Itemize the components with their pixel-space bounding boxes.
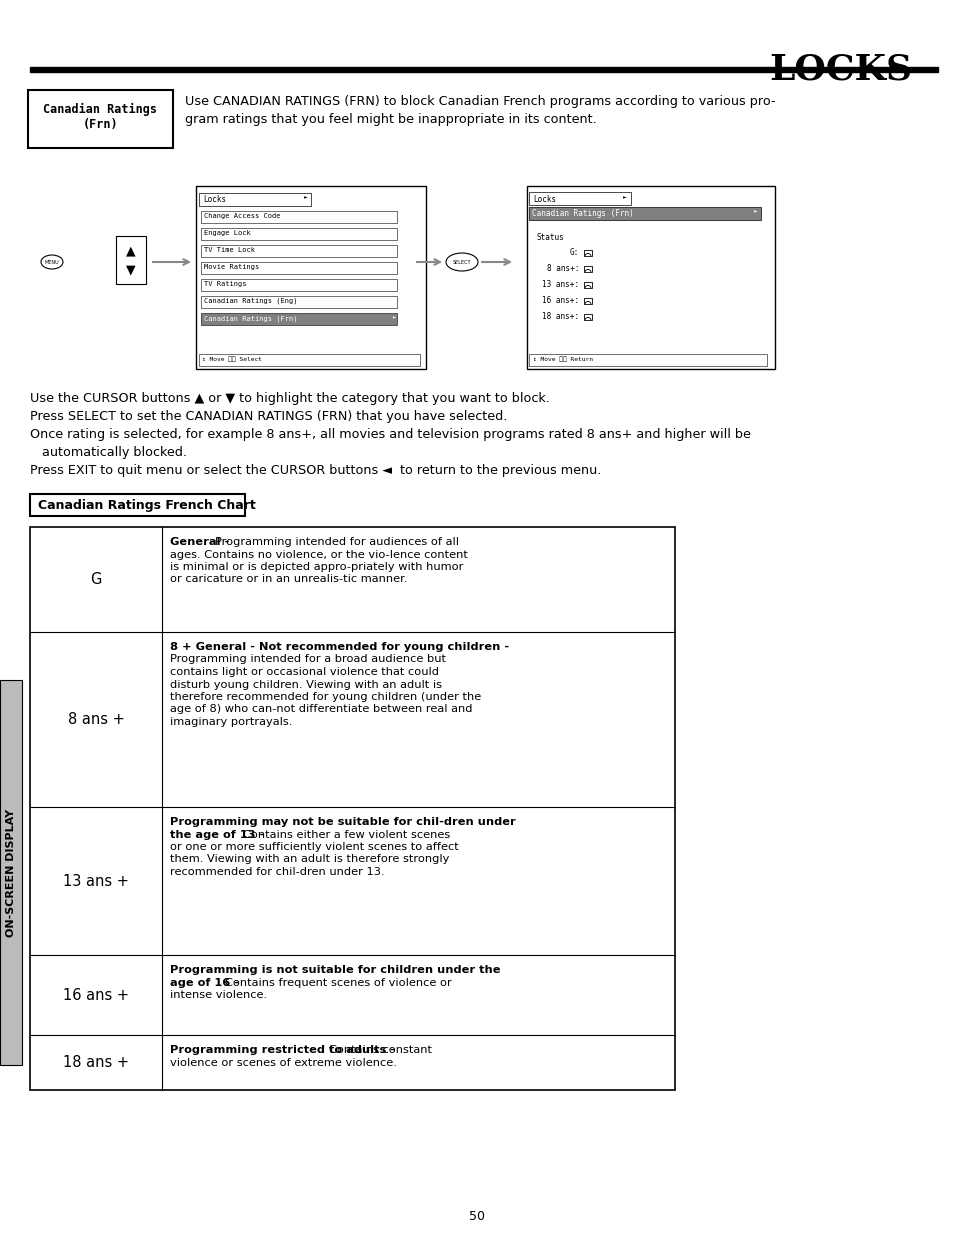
Text: Once rating is selected, for example 8 ans+, all movies and television programs : Once rating is selected, for example 8 a…: [30, 429, 750, 441]
Text: ages. Contains no violence, or the vio-lence content: ages. Contains no violence, or the vio-l…: [170, 550, 467, 559]
Text: G:: G:: [569, 248, 578, 257]
Bar: [583, 298, 592, 304]
Bar: [583, 266, 592, 272]
Bar: [201, 312, 396, 325]
Bar: [30, 494, 245, 516]
Text: Use the CURSOR buttons ▲ or ▼ to highlight the category that you want to block.: Use the CURSOR buttons ▲ or ▼ to highlig…: [30, 391, 549, 405]
Text: 8 ans+:: 8 ans+:: [546, 264, 578, 273]
Text: Locks: Locks: [533, 195, 556, 204]
Text: Contains either a few violent scenes: Contains either a few violent scenes: [243, 830, 450, 840]
Text: imaginary portrayals.: imaginary portrayals.: [170, 718, 292, 727]
Text: Canadian Ratings French Chart: Canadian Ratings French Chart: [38, 499, 255, 513]
Bar: [195, 186, 426, 369]
Text: Press SELECT to set the CANADIAN RATINGS (FRN) that you have selected.: Press SELECT to set the CANADIAN RATINGS…: [30, 410, 507, 424]
Text: is minimal or is depicted appro-priately with humor: is minimal or is depicted appro-priately…: [170, 562, 463, 572]
Bar: [28, 90, 172, 148]
Bar: [583, 314, 592, 320]
Text: ▼: ▼: [126, 263, 135, 277]
Bar: [201, 245, 396, 257]
Text: Canadian Ratings
(Frn): Canadian Ratings (Frn): [44, 103, 157, 131]
Text: Canadian Ratings (Eng): Canadian Ratings (Eng): [204, 298, 297, 305]
Text: Use CANADIAN RATINGS (FRN) to block Canadian French programs according to variou: Use CANADIAN RATINGS (FRN) to block Cana…: [185, 95, 775, 107]
Text: Programming restricted to adults -: Programming restricted to adults -: [170, 1045, 398, 1055]
Text: violence or scenes of extreme violence.: violence or scenes of extreme violence.: [170, 1057, 396, 1067]
Bar: [526, 186, 774, 369]
Text: ►: ►: [304, 195, 308, 200]
Text: TV Time Lock: TV Time Lock: [204, 247, 254, 253]
Text: ON-SCREEN DISPLAY: ON-SCREEN DISPLAY: [6, 809, 16, 936]
Ellipse shape: [41, 254, 63, 269]
Text: disturb young children. Viewing with an adult is: disturb young children. Viewing with an …: [170, 679, 441, 689]
Bar: [199, 193, 311, 206]
Bar: [201, 228, 396, 240]
Text: Canadian Ratings (Frn): Canadian Ratings (Frn): [204, 315, 297, 321]
Text: LOCKS: LOCKS: [768, 52, 911, 86]
Bar: [30, 527, 675, 1091]
Text: Programming intended for audiences of all: Programming intended for audiences of al…: [215, 537, 459, 547]
Text: 16 ans+:: 16 ans+:: [541, 296, 578, 305]
Bar: [583, 249, 592, 256]
Bar: [583, 282, 592, 288]
Bar: [0, 680, 22, 1065]
Bar: [201, 296, 396, 308]
Text: Contains frequent scenes of violence or: Contains frequent scenes of violence or: [224, 977, 451, 988]
Text: age of 16 -: age of 16 -: [170, 977, 243, 988]
Bar: [199, 354, 419, 366]
Text: 18 ans+:: 18 ans+:: [541, 312, 578, 321]
Text: Status: Status: [537, 233, 564, 242]
Text: automatically blocked.: automatically blocked.: [38, 446, 187, 459]
Bar: [30, 67, 937, 72]
Text: contains light or occasional violence that could: contains light or occasional violence th…: [170, 667, 438, 677]
Ellipse shape: [446, 253, 477, 270]
Text: Contains constant: Contains constant: [329, 1045, 432, 1055]
Text: the age of 13 -: the age of 13 -: [170, 830, 268, 840]
Bar: [201, 211, 396, 224]
Text: ↕ Move ⓈⓉ Return: ↕ Move ⓈⓉ Return: [533, 356, 593, 362]
Text: Press EXIT to quit menu or select the CURSOR buttons ◄  to return to the previou: Press EXIT to quit menu or select the CU…: [30, 464, 600, 477]
Text: ↕ Move ⓈⓉ Select: ↕ Move ⓈⓉ Select: [202, 356, 262, 362]
Text: Programming is not suitable for children under the: Programming is not suitable for children…: [170, 965, 500, 974]
Text: recommended for chil-dren under 13.: recommended for chil-dren under 13.: [170, 867, 384, 877]
Text: SELECT: SELECT: [453, 259, 471, 264]
Bar: [529, 354, 766, 366]
Text: ►: ►: [753, 209, 757, 214]
Text: 13 ans +: 13 ans +: [63, 873, 129, 888]
Text: Movie Ratings: Movie Ratings: [204, 264, 259, 270]
Text: or one or more sufficiently violent scenes to affect: or one or more sufficiently violent scen…: [170, 842, 458, 852]
Text: age of 8) who can-not differentiate between real and: age of 8) who can-not differentiate betw…: [170, 704, 472, 715]
Text: 16 ans +: 16 ans +: [63, 988, 129, 1003]
Text: 18 ans +: 18 ans +: [63, 1055, 129, 1070]
Text: 8 + General - Not recommended for young children -: 8 + General - Not recommended for young …: [170, 642, 509, 652]
Text: them. Viewing with an adult is therefore strongly: them. Viewing with an adult is therefore…: [170, 855, 449, 864]
Bar: [201, 279, 396, 291]
Text: General -: General -: [170, 537, 233, 547]
Text: Change Access Code: Change Access Code: [204, 212, 280, 219]
Bar: [201, 262, 396, 274]
Bar: [529, 191, 630, 205]
Text: Locks: Locks: [203, 195, 226, 204]
Text: ▲: ▲: [126, 245, 135, 258]
Text: MENU: MENU: [45, 259, 59, 264]
Text: TV Ratings: TV Ratings: [204, 282, 246, 287]
Text: therefore recommended for young children (under the: therefore recommended for young children…: [170, 692, 480, 701]
Text: 8 ans +: 8 ans +: [68, 713, 124, 727]
Text: gram ratings that you feel might be inappropriate in its content.: gram ratings that you feel might be inap…: [185, 112, 597, 126]
Text: G: G: [91, 572, 102, 587]
Text: intense violence.: intense violence.: [170, 990, 267, 1000]
Text: Programming intended for a broad audience but: Programming intended for a broad audienc…: [170, 655, 446, 664]
Text: Canadian Ratings (Frn): Canadian Ratings (Frn): [532, 209, 633, 219]
Text: Engage Lock: Engage Lock: [204, 230, 251, 236]
Text: ►: ►: [393, 315, 395, 320]
Bar: [529, 207, 760, 220]
Text: Programming may not be suitable for chil-dren under: Programming may not be suitable for chil…: [170, 818, 516, 827]
Text: 13 ans+:: 13 ans+:: [541, 280, 578, 289]
Text: 50: 50: [469, 1210, 484, 1223]
Text: or caricature or in an unrealis-tic manner.: or caricature or in an unrealis-tic mann…: [170, 574, 407, 584]
Bar: [116, 236, 146, 284]
Text: ►: ►: [622, 195, 626, 200]
